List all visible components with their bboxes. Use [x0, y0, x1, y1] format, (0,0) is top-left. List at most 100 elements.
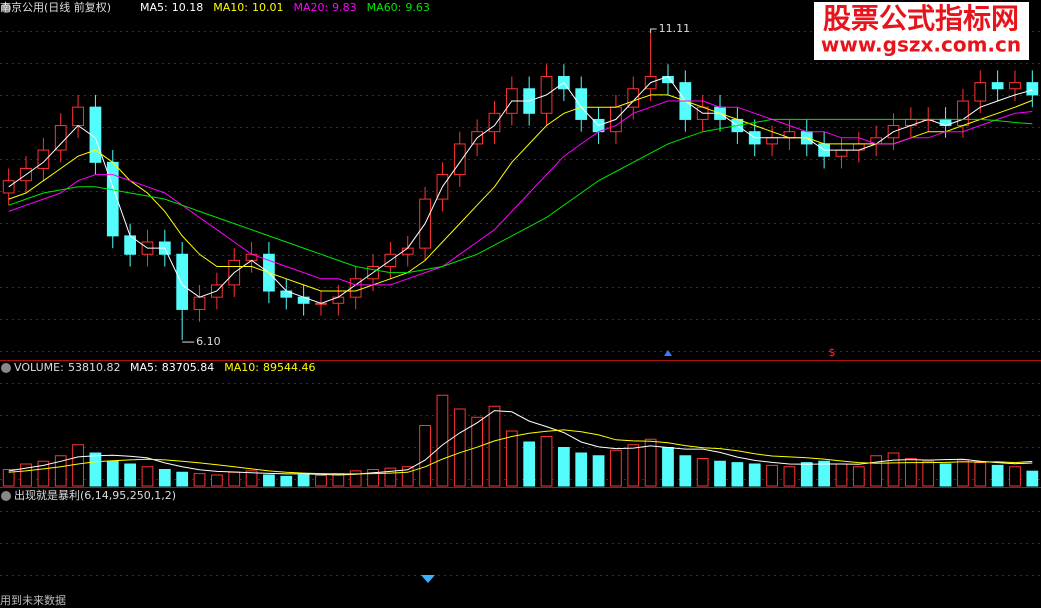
- toggle-icon[interactable]: [1, 3, 11, 13]
- ma-line: [8, 75, 1033, 304]
- volume-bar: [72, 444, 84, 487]
- volume-bar: [505, 430, 518, 487]
- volume-bar: [523, 441, 536, 487]
- legend-value: 9.63: [405, 1, 430, 14]
- ma-line: [8, 100, 1033, 286]
- volume-bar: [557, 447, 570, 487]
- legend-value: 83705.84: [162, 361, 215, 374]
- ma-line: [8, 429, 1033, 475]
- volume-bar: [210, 474, 223, 487]
- volume-bar: [158, 469, 171, 487]
- volume-bar: [870, 455, 883, 487]
- candle-body: [835, 149, 848, 157]
- legend-value: 9.83: [332, 1, 357, 14]
- volume-bar: [436, 394, 449, 487]
- candle-body: [766, 137, 778, 145]
- volume-value: 53810.82: [68, 361, 121, 374]
- ma-line: [8, 410, 1033, 476]
- volume-bar: [349, 470, 362, 487]
- ma-line: [8, 118, 1033, 274]
- volume-bar: [748, 463, 761, 487]
- volume-bar: [315, 475, 327, 487]
- candle-body: [974, 82, 987, 102]
- volume-bar: [679, 455, 692, 487]
- candle-body: [54, 125, 67, 151]
- volume-bar: [904, 458, 917, 487]
- candle-body: [37, 149, 50, 169]
- volume-bar: [141, 466, 154, 487]
- volume-bar: [245, 470, 258, 487]
- candle-body: [991, 82, 1004, 90]
- volume-bar: [800, 462, 813, 487]
- low-label: 6.10: [196, 335, 221, 348]
- volume-bar: [835, 463, 848, 487]
- signal-label: $: [829, 346, 836, 359]
- volume-bar: [991, 464, 1004, 487]
- candle-body: [488, 112, 501, 133]
- volume-bar: [922, 460, 935, 487]
- volume-bar: [766, 464, 778, 487]
- volume-bar: [419, 425, 431, 487]
- volume-bar: [714, 460, 726, 487]
- volume-bar: [887, 452, 900, 487]
- volume-bar: [852, 466, 865, 487]
- volume-bar: [974, 462, 987, 487]
- volume-bar: [193, 473, 206, 487]
- high-label: 11.11: [659, 22, 691, 35]
- volume-bar: [20, 463, 32, 487]
- candle-body: [453, 143, 466, 176]
- volume-bar: [488, 405, 501, 487]
- watermark-url: www.gszx.com.cn: [821, 33, 1021, 57]
- legend-name: MA10:: [213, 1, 248, 14]
- volume-bar: [644, 438, 657, 487]
- candle-body: [176, 253, 189, 310]
- candle-body: [193, 296, 206, 310]
- volume-bar: [124, 463, 137, 487]
- legend-name: MA10:: [224, 361, 259, 374]
- candle-body: [89, 106, 102, 163]
- volume-bar: [297, 474, 310, 487]
- signal-arrow: [664, 350, 672, 356]
- candle-body: [957, 100, 969, 127]
- legend-value: 10.01: [252, 1, 284, 14]
- candle-body: [627, 88, 640, 108]
- chart-title: 南京公用(日线 前复权): [0, 0, 111, 14]
- legend-name: MA5:: [130, 361, 158, 374]
- volume-bar: [1009, 466, 1021, 487]
- volume-bar: [106, 460, 119, 487]
- volume-bar: [401, 466, 414, 487]
- watermark-name: 股票公式指标网: [823, 2, 1019, 35]
- volume-bar: [696, 458, 709, 487]
- volume-bar: [2, 469, 15, 487]
- volume-bar: [54, 455, 67, 487]
- volume-bar: [957, 459, 969, 487]
- volume-bar: [731, 462, 744, 487]
- watermark-box: [814, 2, 1029, 60]
- volume-bar: [1026, 470, 1039, 487]
- legend-name: MA20:: [293, 1, 328, 14]
- toggle-icon[interactable]: [1, 363, 11, 373]
- volume-bar: [367, 469, 379, 487]
- volume-bar: [471, 416, 484, 487]
- volume-bar: [939, 463, 952, 487]
- note: 用到未来数据: [0, 593, 66, 607]
- indicator-title: 出现就是暴利(6,14,95,250,1,2): [14, 488, 176, 502]
- candle-body: [106, 161, 119, 237]
- legend-name: MA5:: [140, 1, 168, 14]
- candle-body: [2, 180, 15, 194]
- volume-bar: [610, 449, 622, 487]
- toggle-icon[interactable]: [1, 491, 11, 501]
- ma-line: [8, 94, 1033, 292]
- volume-bar: [662, 447, 674, 487]
- grid: [0, 14, 1041, 354]
- volume-bar: [37, 460, 50, 487]
- legend-value: 10.18: [172, 1, 204, 14]
- volume-bar: [263, 474, 275, 487]
- grid: [0, 380, 1041, 480]
- candle-body: [349, 278, 362, 298]
- volume-bar: [627, 444, 640, 487]
- volume-bar: [453, 408, 466, 487]
- volume-bar: [89, 452, 102, 487]
- candle-body: [575, 88, 588, 120]
